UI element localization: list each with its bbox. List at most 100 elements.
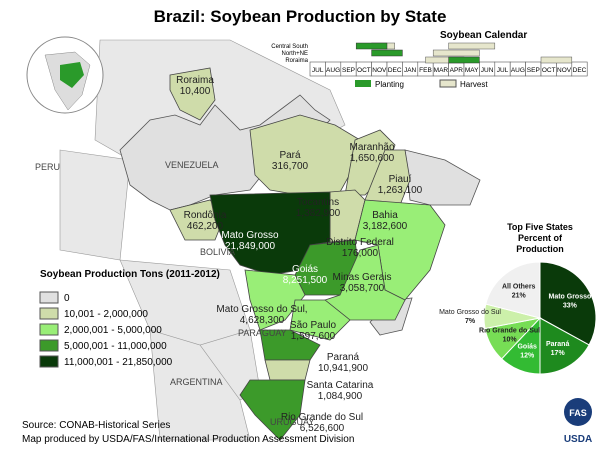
legend-swatch (39, 323, 59, 336)
state-value: 1,597,600 (291, 331, 336, 342)
state-value: 21,849,000 (225, 241, 275, 252)
state-value: 8,251,500 (283, 275, 328, 286)
harvest-bar (540, 56, 573, 64)
state-name: Bahia (372, 210, 398, 221)
state-value: 176,000 (342, 248, 379, 259)
footer-text: Map produced by USDA/FAS/International P… (22, 434, 354, 445)
calendar-row-label: Roraima (285, 58, 308, 64)
legend-label: 0 (64, 293, 70, 304)
title: Brazil: Soybean Production by State (154, 7, 447, 26)
pie-slice (539, 261, 597, 346)
state-value: 316,700 (272, 161, 309, 172)
calendar-month: NOV (557, 67, 572, 74)
state-value: 3,058,700 (340, 283, 385, 294)
state-name: Rio Grande do Sul (281, 412, 363, 423)
state-value: 1,084,900 (318, 391, 363, 402)
harvest-swatch (439, 79, 457, 88)
pie-value-label: 21% (512, 293, 527, 300)
planting-bar (448, 56, 480, 64)
state-value: 462,200 (187, 221, 224, 232)
calendar-legend: Harvest (460, 80, 488, 89)
legend-label: 2,000,001 - 5,000,000 (64, 325, 162, 336)
legend-title: Soybean Production Tons (2011-2012) (40, 269, 220, 280)
state (259, 329, 321, 361)
logo-text: FAS (569, 408, 587, 418)
calendar-month: NOV (372, 67, 387, 74)
state (264, 359, 311, 381)
state-name: Paraná (327, 352, 360, 363)
state-name: Mato Grosso do Sul, (216, 304, 307, 315)
calendar-month: JUL (497, 67, 509, 74)
calendar-legend: Planting (375, 80, 404, 89)
pie-category: Rio Grande do Sul (479, 328, 540, 335)
legend-label: 11,000,001 - 21,850,000 (64, 357, 173, 368)
state (249, 114, 361, 196)
state-name: São Paulo (290, 320, 337, 331)
calendar-month: MAY (465, 67, 479, 74)
state (324, 244, 406, 321)
state (209, 191, 331, 276)
calendar-month: JAN (404, 67, 417, 74)
calendar-month: OCT (542, 67, 556, 74)
calendar-month: DEC (388, 67, 402, 74)
legend-swatch (39, 355, 59, 368)
pie-category: Mato Grosso (548, 293, 591, 300)
state-value: 3,182,600 (363, 221, 408, 232)
pie-title: Top Five States Percent of Production (507, 222, 573, 252)
pie-category: Goiás (517, 343, 537, 350)
country-label: ARGENTINA (170, 377, 223, 387)
state-value: 1,382,900 (296, 208, 341, 219)
calendar-row-label: North+NE (281, 51, 308, 57)
state-name: Minas Gerais (333, 272, 392, 283)
country-label: URUGUAY (270, 417, 314, 427)
legend-swatch (39, 339, 59, 352)
state-name: Rondônia (184, 210, 227, 221)
pie-title-box: Top Five States Percent of Production (507, 222, 573, 252)
calendar-month: FEB (419, 67, 432, 74)
state-name: Distrito Federal (326, 237, 394, 248)
pie-value-label: 12% (520, 352, 535, 359)
calendar-month: AUG (511, 67, 525, 74)
calendar-cell (571, 61, 588, 77)
calendar-row-label: Central South (271, 44, 308, 50)
calendar-month: APR (450, 67, 464, 74)
calendar-month: JUL (312, 67, 324, 74)
harvest-bar (448, 42, 496, 50)
pie-value-label: 33% (563, 302, 578, 309)
legend-label: 5,000,001 - 11,000,000 (64, 341, 167, 352)
state-name: Goiás (292, 264, 318, 275)
state-name: Maranhão (349, 142, 394, 153)
state (244, 269, 306, 331)
state-value: 1,263,100 (378, 185, 423, 196)
legend-swatch (39, 291, 59, 304)
state-name: Piauí (389, 174, 412, 185)
state (289, 299, 351, 341)
state (239, 379, 306, 441)
planting-bar (371, 49, 403, 57)
pie-value-label: 7% (465, 318, 476, 325)
calendar-month: OCT (357, 67, 371, 74)
state-value: 6,526,600 (300, 423, 345, 434)
logo-text: USDA (564, 434, 592, 445)
logo-globe (564, 398, 592, 426)
calendar-month: MAR (434, 67, 449, 74)
calendar-month: SEP (527, 67, 540, 74)
state-name: Mato Grosso (221, 230, 279, 241)
planting-swatch (355, 80, 371, 87)
legend-swatch (39, 307, 59, 320)
state-name: Santa Catarina (307, 380, 374, 391)
state (169, 67, 216, 121)
calendar-month: AUG (326, 67, 340, 74)
country-label: BOLIVIA (200, 247, 235, 257)
pie-category: All Others (502, 284, 536, 291)
footer-text: Source: CONAB-Historical Series (22, 420, 170, 431)
country-label: PARAGUAY (238, 328, 287, 338)
state-name: Pará (279, 150, 301, 161)
globe-brazil (60, 62, 84, 88)
calendar-month: SEP (342, 67, 355, 74)
country-label: PERU (35, 162, 60, 172)
pie-category: Mato Grosso do Sul (439, 309, 501, 316)
pie-slice (485, 261, 541, 319)
harvest-bar (432, 49, 480, 57)
